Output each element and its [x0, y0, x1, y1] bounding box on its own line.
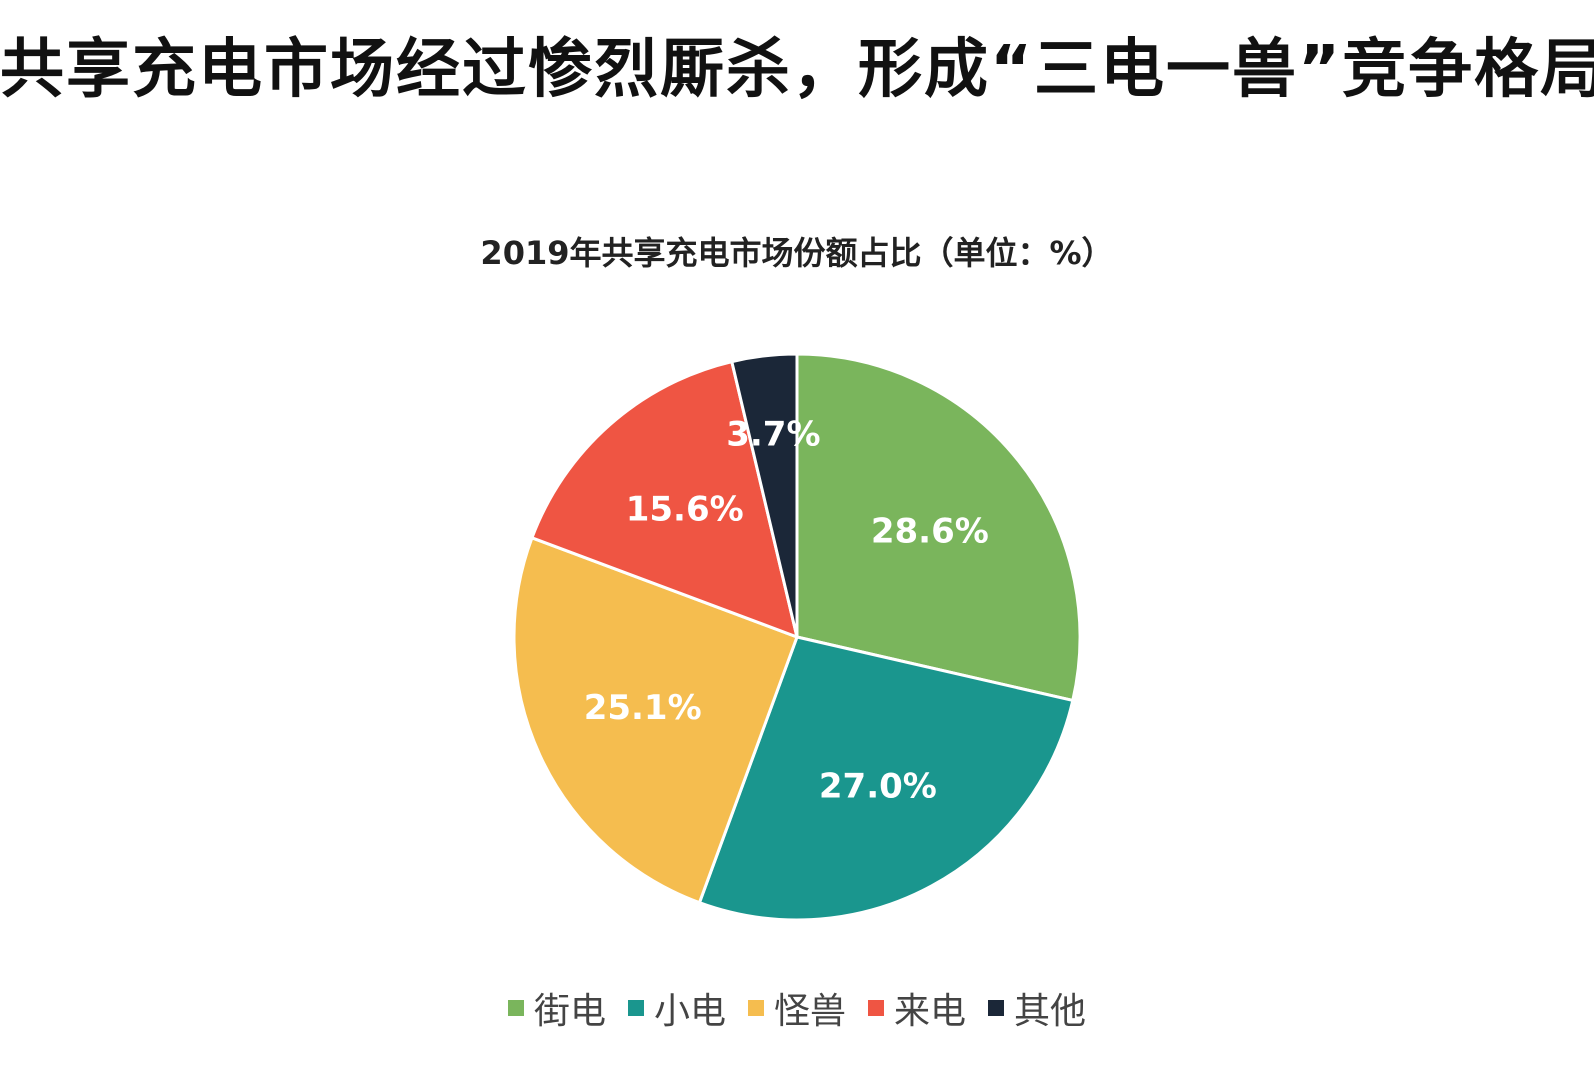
legend-swatch-5	[988, 1000, 1005, 1016]
legend-swatch-4	[868, 1000, 884, 1016]
pie-slice-3	[512, 536, 799, 905]
legend-label-3: 怪兽	[773, 991, 846, 1032]
legend-swatch-2	[627, 1000, 644, 1016]
pie-slice-label-1: 28.6%	[871, 511, 989, 551]
legend-item-1: 街电	[507, 982, 606, 1034]
legend-swatch-1	[507, 1000, 524, 1016]
legend-item-3: 怪兽	[747, 982, 846, 1034]
legend-swatch-3	[747, 1000, 764, 1016]
legend-label-5: 其他	[1014, 991, 1087, 1032]
legend-item-2: 小电	[627, 982, 726, 1034]
pie-slice-1	[795, 352, 1082, 702]
legend-label-4: 来电	[894, 991, 967, 1032]
legend-label-1: 街电	[533, 991, 606, 1032]
chart-legend: 街电 小电 怪兽 来电 其他	[0, 982, 1594, 1034]
pie-slice-label-5: 3.7%	[726, 415, 820, 455]
pie-slice-4	[530, 360, 799, 639]
legend-item-5: 其他	[988, 982, 1086, 1034]
legend-label-2: 小电	[653, 991, 726, 1032]
pie-slice-label-4: 15.6%	[626, 490, 744, 530]
legend-item-4: 来电	[868, 982, 966, 1034]
page-headline: 共享充电市场经过惨烈厮杀，形成“三电一兽”竞争格局	[0, 33, 1594, 107]
pie-slice-label-3: 25.1%	[584, 688, 702, 728]
pie-slice-label-2: 27.0%	[819, 766, 937, 806]
chart-title: 2019年共享充电市场份额占比（单位：%）	[480, 234, 1114, 272]
pie-slice-2	[697, 635, 1075, 922]
pie-slice-5	[730, 352, 799, 639]
